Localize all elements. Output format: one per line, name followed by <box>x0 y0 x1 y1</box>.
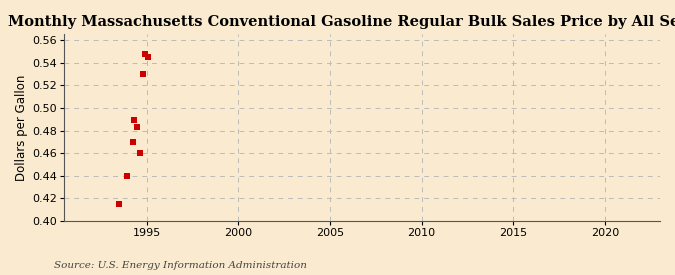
Point <box>129 118 140 123</box>
Point <box>132 125 142 129</box>
Point <box>128 140 138 144</box>
Point <box>122 174 132 178</box>
Point <box>142 55 153 59</box>
Title: Monthly Massachusetts Conventional Gasoline Regular Bulk Sales Price by All Sell: Monthly Massachusetts Conventional Gasol… <box>8 15 675 29</box>
Text: Source: U.S. Energy Information Administration: Source: U.S. Energy Information Administ… <box>54 260 307 270</box>
Point <box>138 72 148 76</box>
Point <box>135 151 146 155</box>
Point <box>113 202 124 206</box>
Y-axis label: Dollars per Gallon: Dollars per Gallon <box>15 75 28 181</box>
Point <box>140 51 151 56</box>
